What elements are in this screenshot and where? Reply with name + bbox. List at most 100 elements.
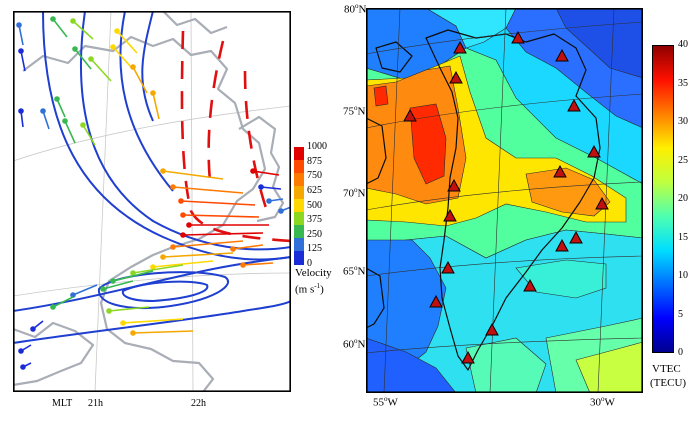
vtec-scale-tick: 10 <box>678 270 688 281</box>
velocity-vector-origin <box>50 16 56 22</box>
lat-label-70n: 70oN <box>343 186 366 200</box>
vtec-scale-tick: 15 <box>678 231 688 243</box>
velocity-vector <box>180 200 256 206</box>
velocity-colorbar-block <box>294 199 304 213</box>
gnss-station-marker <box>403 108 417 122</box>
velocity-scale-tick: 875 <box>307 155 322 167</box>
velocity-vector <box>162 170 224 180</box>
velocity-vector-origin <box>50 304 56 310</box>
lat-label-65n: 65oN <box>343 264 366 278</box>
velocity-vector-origin <box>110 278 116 284</box>
velocity-vector <box>152 260 214 268</box>
velocity-vector-origin <box>230 246 236 252</box>
velocity-vector-origin <box>130 64 136 70</box>
velocity-vector <box>162 252 234 258</box>
velocity-vector-origin <box>250 168 256 174</box>
velocity-vector <box>82 124 96 146</box>
velocity-vector-origin <box>150 264 156 270</box>
velocity-vector-origin <box>186 222 192 228</box>
velocity-vector-origin <box>80 122 86 128</box>
velocity-vector-origin <box>54 96 60 102</box>
velocity-vector <box>116 30 138 54</box>
velocity-vector <box>122 318 184 324</box>
velocity-vector-origin <box>160 168 166 174</box>
gnss-stations <box>403 30 609 364</box>
velocity-vector <box>52 296 74 308</box>
gnss-station-marker <box>429 294 443 308</box>
velocity-vector-origin <box>40 108 46 114</box>
velocity-scale-tick: 500 <box>307 199 322 211</box>
velocity-vector <box>132 330 194 334</box>
mlt-tick-22h: 22h <box>191 398 206 409</box>
vtec-scale-tick: 0 <box>678 347 683 358</box>
velocity-colorbar-block <box>294 238 304 252</box>
velocity-vector-origin <box>70 292 76 298</box>
velocity-colorbar-block <box>294 173 304 187</box>
velocity-vector-origin <box>240 262 246 268</box>
gnss-station-marker <box>461 350 475 364</box>
velocity-vector-origin <box>110 44 116 50</box>
velocity-colorbar-block <box>294 225 304 239</box>
vtec-scale-tick: 5 <box>678 308 683 320</box>
velocity-vector-origin <box>278 208 284 214</box>
velocity-vector <box>72 20 94 40</box>
velocity-vectors <box>16 16 291 370</box>
velocity-vector-origin <box>30 326 36 332</box>
velocity-vector-origin <box>62 118 68 124</box>
velocity-vector-origin <box>160 254 166 260</box>
velocity-vector-origin <box>266 198 272 204</box>
velocity-vector-origin <box>180 232 186 238</box>
velocity-vector <box>260 186 282 190</box>
velocity-colorbar-block <box>294 160 304 174</box>
velocity-vector-origin <box>70 18 76 24</box>
velocity-vector-origin <box>18 108 24 114</box>
velocity-vector <box>56 98 66 118</box>
velocity-vector <box>242 262 274 266</box>
velocity-vector <box>102 280 134 290</box>
lat-label-75n: 75oN <box>343 104 366 118</box>
velocity-scale-title: Velocity <box>295 267 332 279</box>
gnss-station-marker <box>553 164 567 178</box>
velocity-vector-origin <box>88 56 94 62</box>
velocity-vector <box>72 284 98 296</box>
gnss-station-marker <box>453 40 467 54</box>
velocity-vector-origin <box>180 212 186 218</box>
velocity-vector <box>172 240 244 248</box>
velocity-vector <box>20 50 26 72</box>
lon-label-55w: 55oW <box>373 395 398 409</box>
vtec-scale-title: VTEC <box>652 363 681 375</box>
velocity-vector-origin <box>16 22 22 28</box>
vtec-scale-tick: 40 <box>678 39 688 50</box>
velocity-scale-tick: 0 <box>307 258 312 269</box>
velocity-map-panel <box>13 11 291 392</box>
velocity-scale-tick: 1000 <box>307 141 327 152</box>
velocity-vector <box>64 120 76 144</box>
velocity-vector <box>182 232 264 236</box>
velocity-vector <box>112 270 154 282</box>
velocity-vector <box>90 58 112 82</box>
gnss-station-marker <box>555 238 569 252</box>
velocity-vector-origin <box>150 90 156 96</box>
red-dashed-contours <box>180 30 291 243</box>
velocity-colorbar-block <box>294 251 304 265</box>
velocity-vector-origin <box>258 184 264 190</box>
vtec-scale-tick: 30 <box>678 116 688 127</box>
velocity-vector <box>182 214 260 218</box>
velocity-colorbar <box>294 147 304 265</box>
velocity-vector-origin <box>130 330 136 336</box>
gnss-station-marker <box>443 208 457 222</box>
gnss-station-marker <box>449 70 463 84</box>
velocity-vector <box>18 24 24 46</box>
coastline <box>13 11 285 392</box>
velocity-vector-origin <box>120 320 126 326</box>
velocity-vector-origin <box>178 198 184 204</box>
mlt-tick-21h: 21h <box>88 398 103 409</box>
gnss-station-marker <box>441 260 455 274</box>
vtec-scale-tick: 35 <box>678 77 688 89</box>
velocity-color-scale: 1000 875 750 625 500 375 250 125 0 Velocity (m s… <box>294 141 368 303</box>
vtec-map-panel <box>366 8 643 393</box>
gnss-station-marker <box>569 230 583 244</box>
velocity-vector <box>108 306 150 312</box>
velocity-vector <box>74 48 92 70</box>
velocity-scale-tick: 750 <box>307 170 322 182</box>
